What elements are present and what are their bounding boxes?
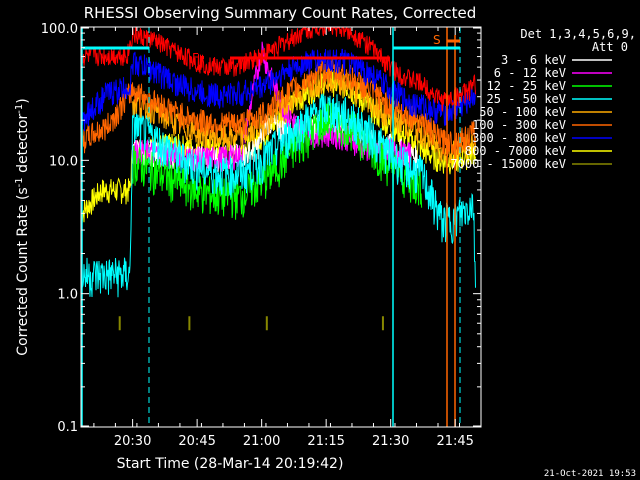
y-axis-label-sup2: -1 xyxy=(14,104,25,114)
chart-title: RHESSI Observing Summary Count Rates, Co… xyxy=(84,4,477,22)
x-tick-label: 20:30 xyxy=(114,434,151,449)
series-line-50-100-kev xyxy=(132,66,477,165)
legend-label: 3 - 6 keV xyxy=(501,53,566,67)
x-tick-label: 21:30 xyxy=(372,434,409,449)
y-tick-label: 1.0 xyxy=(57,288,78,303)
y-axis-label: Corrected Count Rate (s-1 detector-1) xyxy=(14,98,31,355)
y-axis-label-sup: -1 xyxy=(14,177,25,187)
series-line-red-band xyxy=(80,27,476,112)
legend-label: 50 - 100 keV xyxy=(479,105,566,119)
x-axis-label: Start Time (28-Mar-14 20:19:42) xyxy=(117,456,344,472)
x-axis-ticks: 20:30 20:45 21:00 21:15 21:30 21:45 xyxy=(93,27,482,449)
series-line-25-50-kev xyxy=(80,93,476,298)
legend-header-1: Det 1,3,4,5,6,9, xyxy=(520,27,636,41)
series-line-300-800-kev xyxy=(80,48,476,132)
x-tick-label: 20:45 xyxy=(178,434,215,449)
y-tick-label: 100.0 xyxy=(41,22,78,37)
legend-label: 800 - 7000 keV xyxy=(465,144,566,158)
flare-flag-label: F xyxy=(192,51,199,65)
generation-timestamp: 21-Oct-2021 19:53 xyxy=(544,469,636,479)
legend-label: 25 - 50 keV xyxy=(487,92,566,106)
y-axis-label-main: Corrected Count Rate (s xyxy=(15,187,31,355)
legend-label: 12 - 25 keV xyxy=(487,79,566,93)
legend-label: 7000 - 15000 keV xyxy=(450,157,566,171)
y-tick-label: 10.0 xyxy=(49,154,78,169)
y-axis-ticks: 100.0 10.0 1.0 0.1 xyxy=(41,22,481,435)
y-axis-label-mid: detector xyxy=(15,114,31,178)
x-tick-label: 21:45 xyxy=(436,434,473,449)
y-axis-label-end: ) xyxy=(15,98,31,103)
flare-dot xyxy=(201,56,204,59)
plot-frame xyxy=(80,26,482,428)
saa-flag-label: S xyxy=(433,33,441,47)
legend-label: 300 - 800 keV xyxy=(472,131,566,145)
legend-header-2: Att 0 xyxy=(592,40,628,54)
y-tick-label: 0.1 xyxy=(57,420,78,435)
legend-label: 6 - 12 keV xyxy=(494,66,566,80)
x-tick-label: 21:15 xyxy=(307,434,344,449)
x-tick-label: 21:00 xyxy=(243,434,280,449)
plot-area xyxy=(80,27,477,427)
legend-label: 100 - 300 keV xyxy=(472,118,566,132)
